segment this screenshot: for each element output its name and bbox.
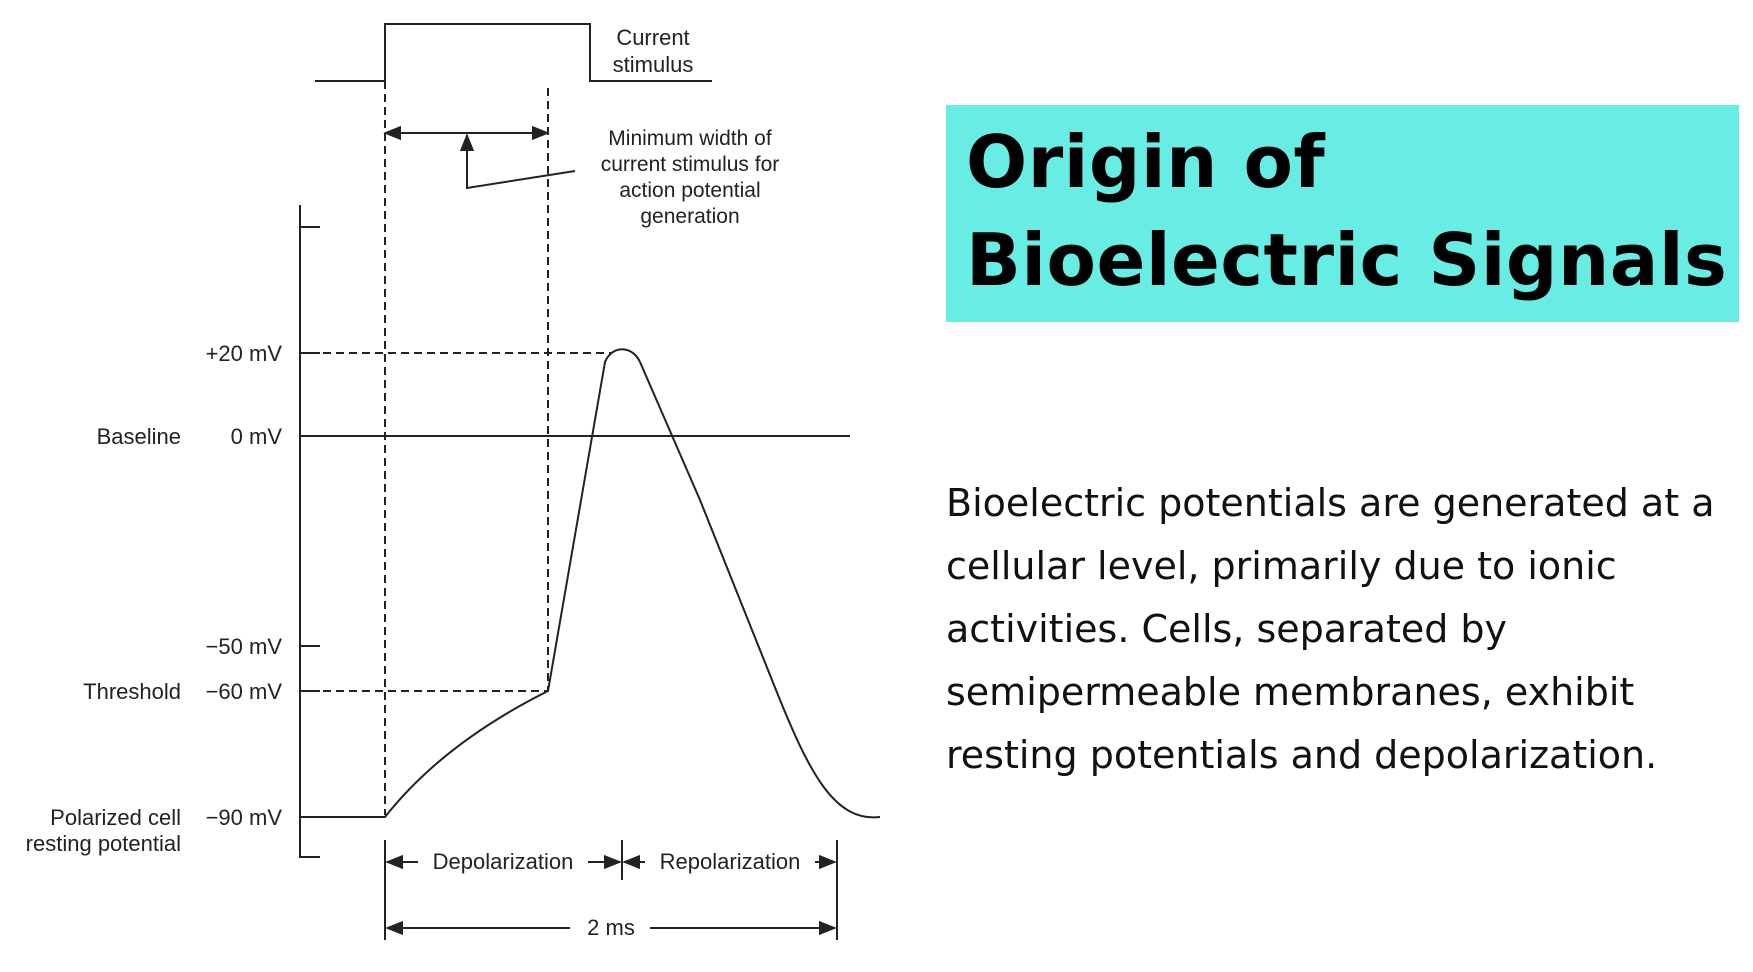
repolarization-label: Repolarization xyxy=(660,849,801,874)
tick-label-plus20: +20 mV xyxy=(206,341,283,366)
svg-text:action potential: action potential xyxy=(619,179,760,202)
duration-label: 2 ms xyxy=(587,915,635,940)
tick-label-minus50: −50 mV xyxy=(206,634,283,659)
min-width-leader xyxy=(459,133,576,190)
tick-label-minus60: −60 mV xyxy=(206,679,283,704)
title-line-2: Bioelectric Signals xyxy=(966,218,1728,302)
polarized-label: Polarized cell xyxy=(50,805,181,830)
threshold-label: Threshold xyxy=(83,679,181,704)
stimulus-label: Current xyxy=(616,25,689,50)
svg-text:generation: generation xyxy=(640,205,739,228)
action-potential-curve xyxy=(320,348,881,819)
title-banner: Origin of Bioelectric Signals xyxy=(946,105,1739,322)
description-paragraph: Bioelectric potentials are generated at … xyxy=(946,481,1715,777)
tick-label-minus90: −90 mV xyxy=(206,805,283,830)
title-line-1: Origin of xyxy=(966,120,1326,204)
min-width-label: Minimum width of xyxy=(608,127,772,150)
svg-text:stimulus: stimulus xyxy=(613,52,694,77)
stimulus-pulse xyxy=(315,23,712,82)
tick-label-0: 0 mV xyxy=(231,424,283,449)
svg-text:resting potential: resting potential xyxy=(26,831,181,856)
action-potential-diagram: Current stimulus Minimum width of curren… xyxy=(26,23,881,940)
svg-text:current stimulus for: current stimulus for xyxy=(601,153,780,176)
baseline-label: Baseline xyxy=(97,424,181,449)
depolarization-label: Depolarization xyxy=(433,849,574,874)
